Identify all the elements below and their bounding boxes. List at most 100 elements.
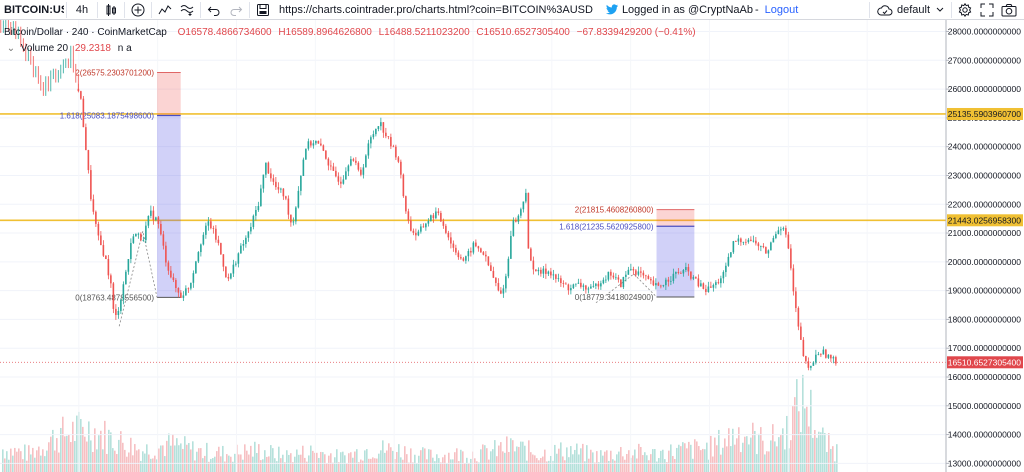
volume-bar [274, 458, 276, 472]
volume-bar [224, 461, 226, 472]
volume-bar [668, 450, 670, 472]
volume-bar [178, 445, 180, 472]
candle-body [127, 259, 130, 272]
volume-bar [456, 448, 458, 472]
candle-body [535, 269, 537, 272]
candle-body [90, 170, 92, 200]
volume-bar [500, 442, 502, 472]
volume-bar [214, 456, 216, 472]
symbol-search[interactable]: BITCOIN:USI [4, 3, 64, 16]
volume-bar [636, 458, 638, 472]
ohlc-low: L16488.5211023200 [378, 27, 470, 38]
candle-body [220, 243, 222, 255]
save-icon[interactable] [252, 0, 274, 20]
undo-icon[interactable] [203, 0, 225, 20]
candle-body [722, 272, 725, 279]
chevron-down-icon [936, 7, 944, 13]
candle-body [735, 241, 737, 242]
price-badge-label: 16510.6527305400 [948, 357, 1022, 367]
candle-body [367, 143, 370, 156]
volume-bar [610, 450, 612, 472]
template-select[interactable]: default [872, 0, 949, 20]
volume-bar [560, 442, 562, 472]
candle-body [362, 167, 365, 175]
volume-bar [738, 427, 740, 472]
candle-body [462, 258, 465, 261]
volume-bar [316, 452, 318, 472]
fib-trend-leg[interactable] [595, 273, 657, 304]
candle-body [645, 275, 647, 277]
volume-bar [446, 463, 448, 472]
redo-icon[interactable] [225, 0, 247, 20]
candle-body [180, 292, 182, 298]
indicators-icon[interactable] [154, 0, 176, 20]
fib-zone-upper[interactable] [157, 72, 181, 116]
candle-body [752, 240, 755, 242]
interval-select[interactable]: 4h [75, 3, 89, 16]
volume-bar [232, 461, 234, 472]
candle-body [250, 226, 252, 232]
volume-bar [576, 443, 578, 472]
volume-label[interactable]: Volume 20 [20, 43, 69, 54]
top-toolbar: BITCOIN:USI 4h https://charts.cointrader… [0, 0, 1024, 20]
candle-body [395, 146, 397, 158]
fib-zone-lower[interactable] [656, 226, 695, 297]
candle-body [380, 122, 382, 127]
volume-bar [706, 442, 708, 472]
fib-zone-lower[interactable] [157, 115, 181, 298]
chevron-down-icon[interactable]: ⌄ [6, 43, 16, 54]
fib-zone-upper[interactable] [656, 209, 695, 227]
volume-bar [142, 451, 144, 472]
candle-body [727, 256, 730, 266]
volume-bar [376, 458, 378, 472]
candle-body [680, 272, 682, 274]
candle-body [482, 252, 485, 255]
volume-bar [20, 451, 22, 472]
volume-bar [656, 461, 658, 472]
volume-bar [832, 446, 834, 472]
volume-bar [662, 449, 664, 472]
candle-body [557, 278, 560, 280]
candle-body [100, 235, 102, 246]
candle-body [540, 269, 542, 274]
volume-bar [526, 460, 528, 472]
fib-trend-leg[interactable] [118, 231, 158, 327]
camera-icon[interactable] [998, 0, 1020, 20]
candle-body [505, 276, 507, 289]
price-chart[interactable]: 2(26575.2303701200) 1.618(25083.187549860… [0, 20, 1024, 472]
candle-body [640, 271, 642, 273]
ohlc-change: −67.8339429200 (−0.41%) [576, 27, 696, 38]
candle-body [140, 233, 142, 241]
candle-body [112, 283, 115, 309]
candle-body [787, 234, 790, 249]
candle-body [717, 282, 720, 284]
volume-bar [336, 449, 338, 472]
volume-bar [726, 446, 728, 472]
candle-body [477, 246, 480, 249]
candle-body [195, 261, 197, 274]
compare-icon[interactable] [176, 0, 198, 20]
fib-extension-drawings[interactable]: 2(26575.2303701200) 1.618(25083.187549860… [60, 69, 695, 327]
candle-body [312, 143, 315, 146]
candle-body [617, 277, 620, 280]
volume-bar [830, 448, 832, 472]
price-axis[interactable]: 28000.0000000000 27000.0000000000 26000.00… [945, 20, 1024, 472]
volume-bar [138, 449, 140, 472]
volume-bar [550, 455, 552, 472]
fullscreen-icon[interactable] [976, 0, 998, 20]
volume-bar [678, 444, 680, 472]
volume-bar [516, 446, 518, 472]
gear-icon[interactable] [954, 0, 976, 20]
candle-body [730, 252, 732, 257]
volume-bar [212, 458, 214, 472]
volume-value: 29.2318 [74, 43, 111, 54]
logout-link[interactable]: Logout [764, 3, 799, 16]
plus-circle-icon[interactable] [127, 0, 149, 20]
volume-bar [162, 445, 164, 472]
candle-body [715, 282, 717, 285]
volume-bar [130, 437, 132, 472]
series-title[interactable]: Bitcoin/Dollar · 240 · CoinMarketCap [4, 27, 167, 38]
volume-bar [334, 457, 336, 472]
volume-bar [6, 451, 8, 472]
candles-icon[interactable] [100, 0, 122, 20]
